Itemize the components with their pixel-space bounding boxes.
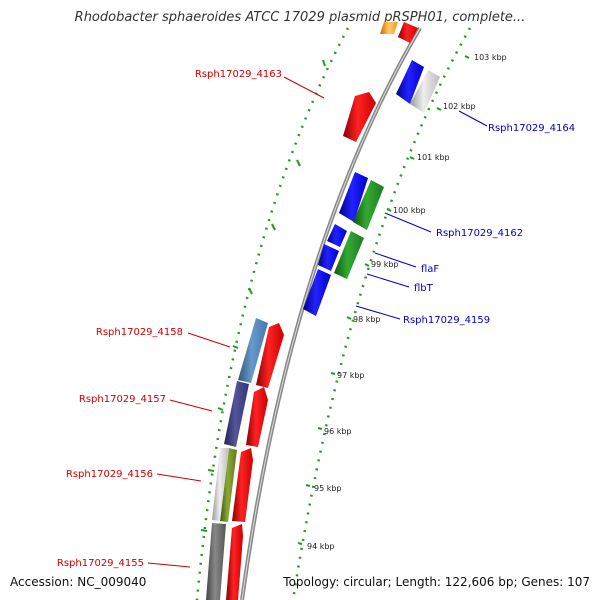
scale-label-103: 103 kbp — [474, 53, 507, 62]
gene-label-rsph17029-4162: Rsph17029_4162 — [436, 228, 523, 239]
cds-rsph17029-4164-blue — [396, 60, 424, 104]
scale-label-102: 102 kbp — [443, 102, 476, 111]
cds-rsph17029-4163 — [343, 92, 376, 142]
cds-rsph17029-4162 — [339, 172, 368, 222]
feature-track-left — [206, 318, 268, 600]
cds-top-red — [398, 22, 418, 43]
cds-rsph17029-4164-grey — [410, 70, 440, 113]
cds-flaF-green — [334, 231, 364, 279]
accession-label: Accession: NC_009040 — [10, 575, 147, 589]
cds-rsph17029-4157 — [224, 381, 249, 447]
scale-label-98: 98 kbp — [353, 315, 381, 324]
gene-label-rsph17029-4164: Rsph17029_4164 — [488, 123, 575, 134]
gc-track-inner — [195, 27, 350, 600]
cds-flaF — [327, 224, 347, 247]
scale-label-99: 99 kbp — [371, 260, 399, 269]
gc-skew-peak — [380, 22, 398, 34]
map-title: Rhodobacter sphaeroides ATCC 17029 plasm… — [74, 10, 526, 25]
cds-flbT — [318, 244, 339, 271]
forward-cds-track — [226, 22, 418, 600]
gene-labels-left: Rsph17029_4163 Rsph17029_4158 Rsph17029_… — [57, 69, 282, 569]
backbone-highlight — [241, 27, 421, 600]
reverse-cds-track — [303, 60, 440, 316]
cds-rsph17029-4155 — [206, 523, 226, 600]
leader-lines-right — [355, 110, 488, 320]
backbone-circle — [240, 26, 422, 600]
cds-rsph17029-4158 — [238, 318, 268, 383]
scale-label-100: 100 kbp — [393, 206, 426, 215]
scale-label-101: 101 kbp — [417, 153, 450, 162]
cds-rsph17029-4155-partner — [226, 524, 243, 600]
scale-label-97: 97 kbp — [337, 371, 365, 380]
gc-track-outer — [291, 27, 472, 600]
scale-ticks — [297, 55, 470, 545]
scale-labels: 103 kbp 102 kbp 101 kbp 100 kbp 99 kbp 9… — [307, 53, 507, 551]
scale-label-96: 96 kbp — [324, 427, 352, 436]
cds-rsph17029-4156-partner — [232, 448, 253, 522]
cds-rsph17029-4162-green — [353, 180, 384, 230]
cds-rsph17029-4156-b — [212, 448, 229, 521]
cds-rsph17029-4159 — [303, 269, 331, 316]
gc-skew-dashes — [200, 59, 326, 532]
cds-rsph17029-4158-partner — [256, 323, 284, 388]
gene-label-flbT: flbT — [414, 283, 434, 294]
gene-label-rsph17029-4159: Rsph17029_4159 — [403, 315, 490, 326]
gene-labels-right: Rsph17029_4164 Rsph17029_4162 flaF flbT … — [403, 123, 575, 326]
gene-label-rsph17029-4158: Rsph17029_4158 — [96, 327, 183, 338]
leader-lines-left — [147, 76, 325, 568]
scale-label-95: 95 kbp — [314, 484, 342, 493]
gene-label-flaF: flaF — [421, 264, 439, 275]
gene-label-rsph17029-4155: Rsph17029_4155 — [57, 558, 144, 569]
topology-stats-label: Topology: circular; Length: 122,606 bp; … — [283, 575, 590, 589]
gene-label-rsph17029-4163: Rsph17029_4163 — [195, 69, 282, 80]
scale-label-94: 94 kbp — [307, 542, 335, 551]
cds-rsph17029-4157-partner — [246, 387, 268, 447]
gene-label-rsph17029-4156: Rsph17029_4156 — [66, 469, 153, 480]
gene-label-rsph17029-4157: Rsph17029_4157 — [79, 394, 166, 405]
cds-rsph17029-4156-a — [220, 448, 237, 522]
